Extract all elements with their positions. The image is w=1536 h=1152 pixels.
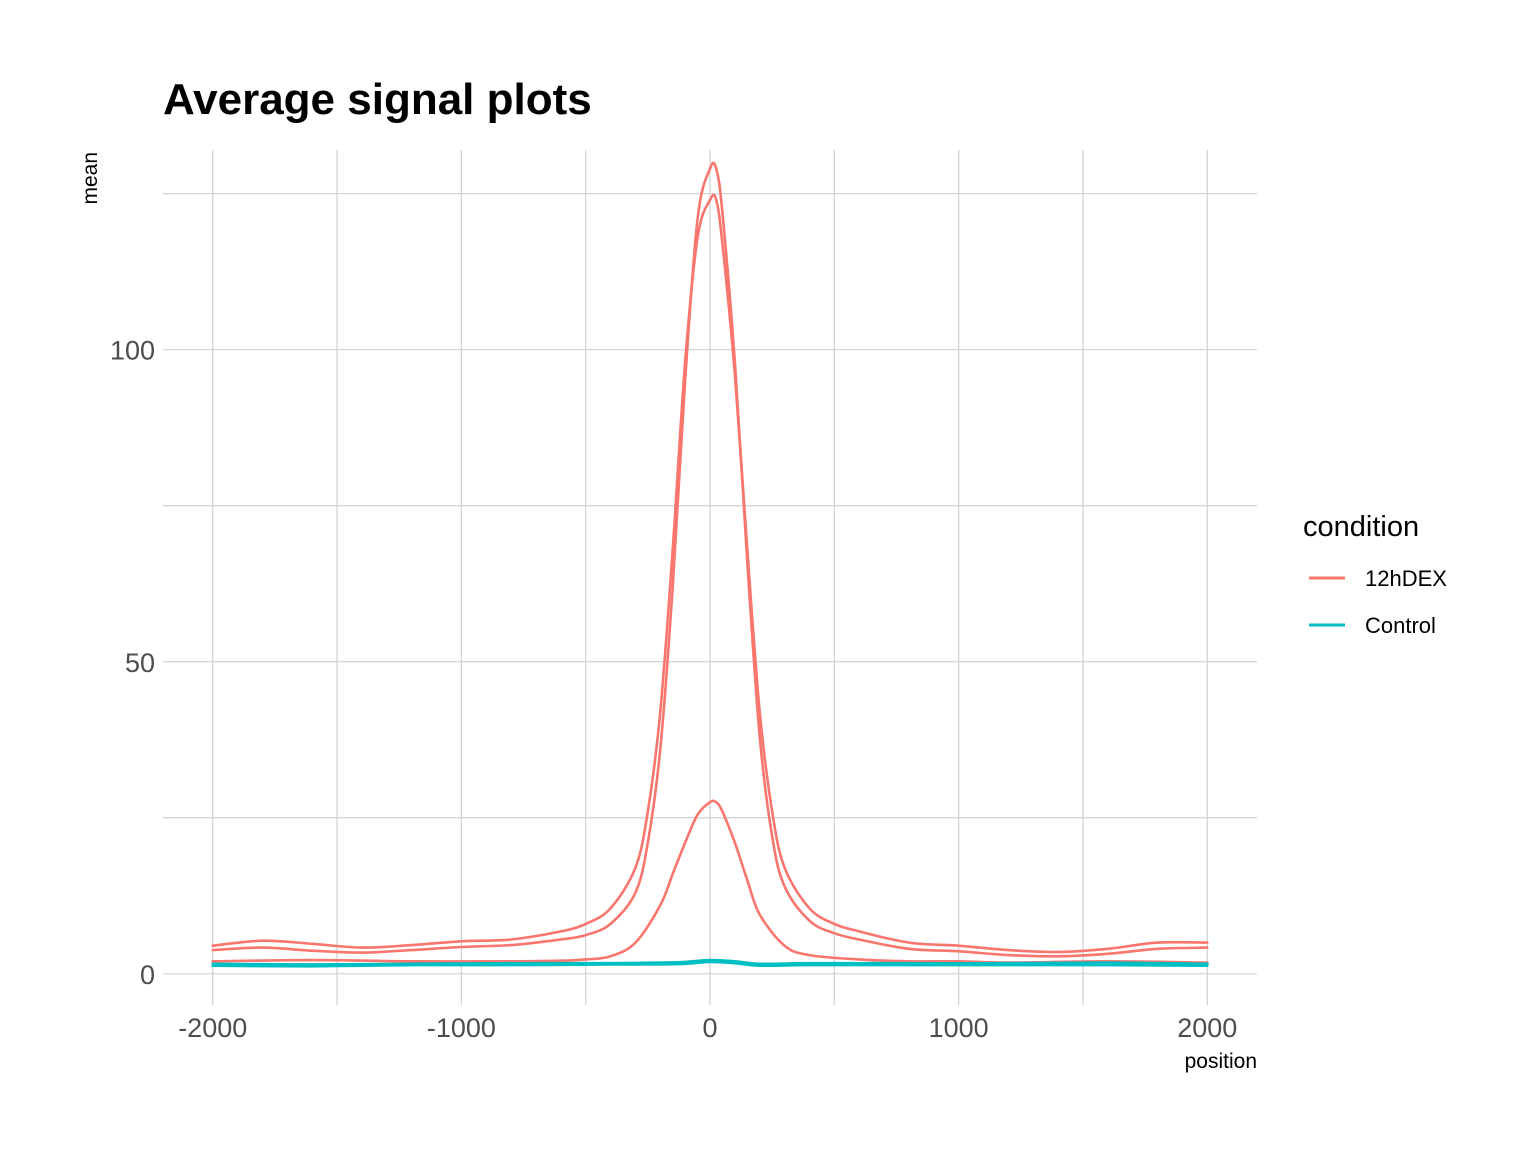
x-tick-label: 2000: [1177, 1013, 1237, 1043]
x-axis-tick-labels: -2000 -1000 0 1000 2000: [178, 1013, 1237, 1043]
y-tick-label: 50: [125, 648, 155, 678]
y-axis-title: mean: [79, 152, 102, 205]
x-tick-label: 0: [702, 1013, 717, 1043]
x-tick-label: -1000: [427, 1013, 496, 1043]
series-line-12hdex: [211, 799, 1209, 964]
legend-label: Control: [1365, 613, 1436, 638]
series-line-12hdex: [211, 161, 1209, 958]
legend-label: 12hDEX: [1365, 566, 1447, 591]
legend-entries: 12hDEX Control: [1309, 566, 1447, 638]
legend: condition 12hDEX Control: [1303, 511, 1447, 638]
series-lines: [211, 161, 1209, 968]
y-tick-label: 100: [110, 336, 155, 366]
y-tick-label: 0: [140, 960, 155, 990]
chart-title: Average signal plots: [163, 75, 592, 124]
series-line-control: [211, 960, 1209, 968]
series-line-control: [211, 958, 1209, 966]
major-gridlines: [163, 150, 1257, 1005]
x-axis-title: position: [1185, 1050, 1257, 1073]
legend-title: condition: [1303, 511, 1419, 543]
y-axis-tick-labels: 0 50 100: [110, 336, 155, 990]
x-tick-label: 1000: [929, 1013, 989, 1043]
series-line-12hdex: [211, 193, 1209, 954]
x-tick-label: -2000: [178, 1013, 247, 1043]
